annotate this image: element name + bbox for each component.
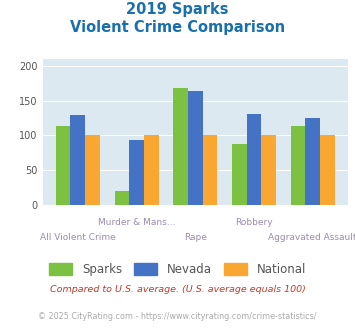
- Bar: [115, 191, 129, 205]
- Bar: [144, 135, 159, 205]
- Text: Compared to U.S. average. (U.S. average equals 100): Compared to U.S. average. (U.S. average …: [50, 285, 305, 294]
- Bar: [129, 140, 144, 205]
- Bar: [71, 115, 85, 205]
- Text: Violent Crime Comparison: Violent Crime Comparison: [70, 20, 285, 35]
- Text: Robbery: Robbery: [235, 218, 273, 227]
- Bar: [291, 126, 305, 205]
- Text: Rape: Rape: [184, 233, 207, 242]
- Legend: Sparks, Nevada, National: Sparks, Nevada, National: [44, 258, 311, 281]
- Bar: [305, 118, 320, 205]
- Bar: [203, 135, 217, 205]
- Bar: [247, 114, 261, 205]
- Bar: [320, 135, 335, 205]
- Text: Aggravated Assault: Aggravated Assault: [268, 233, 355, 242]
- Bar: [56, 126, 71, 205]
- Text: Murder & Mans...: Murder & Mans...: [98, 218, 175, 227]
- Text: All Violent Crime: All Violent Crime: [40, 233, 116, 242]
- Bar: [261, 135, 276, 205]
- Text: 2019 Sparks: 2019 Sparks: [126, 2, 229, 16]
- Bar: [173, 88, 188, 205]
- Bar: [85, 135, 100, 205]
- Text: © 2025 CityRating.com - https://www.cityrating.com/crime-statistics/: © 2025 CityRating.com - https://www.city…: [38, 312, 317, 321]
- Bar: [188, 90, 203, 205]
- Bar: [232, 145, 247, 205]
